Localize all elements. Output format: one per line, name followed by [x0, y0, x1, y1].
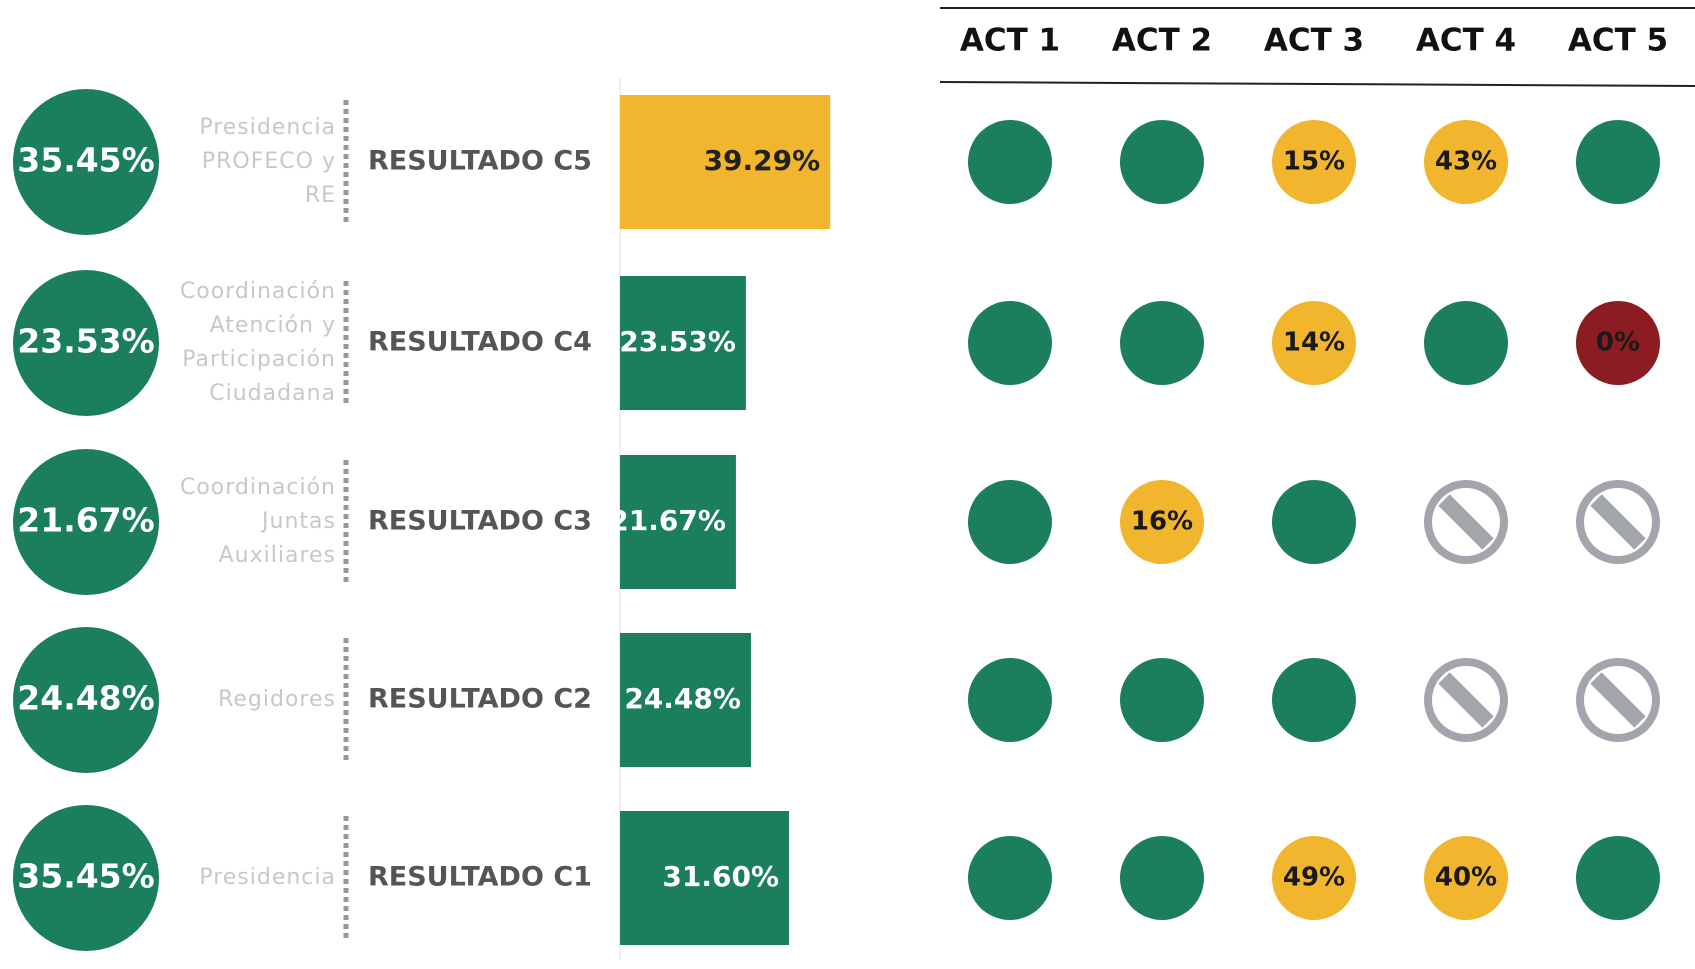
- act-label: 14%: [1283, 328, 1345, 358]
- result-name: RESULTADO C1: [368, 862, 592, 893]
- act-header: ACT 4: [1416, 23, 1516, 59]
- header-rule: [939, 81, 1695, 87]
- act-label: 16%: [1131, 507, 1193, 537]
- bar-label: 31.60%: [662, 860, 779, 893]
- act-label: 43%: [1435, 147, 1497, 177]
- act-status: [1424, 301, 1508, 385]
- area-name: Presidencia: [199, 865, 336, 890]
- total-circle: [13, 805, 159, 951]
- result-bar: [620, 95, 831, 229]
- act-status: [1120, 301, 1204, 385]
- total-value: 21.67%: [17, 501, 154, 540]
- bar-label: 23.53%: [619, 325, 736, 358]
- area-name: Regidores: [218, 687, 336, 712]
- prohibited-bar: [1438, 672, 1494, 728]
- act-label: 0%: [1596, 328, 1640, 358]
- prohibited-bar: [1590, 494, 1646, 550]
- act-label: 49%: [1283, 863, 1345, 893]
- total-value: 35.45%: [17, 141, 154, 180]
- act-header: ACT 3: [1264, 23, 1364, 59]
- act-header: ACT 5: [1568, 23, 1668, 59]
- prohibited-bar: [1438, 494, 1494, 550]
- total-value: 23.53%: [17, 322, 154, 361]
- area-name: PROFECO y: [202, 149, 336, 174]
- area-name: Atención y: [210, 313, 336, 338]
- act-status: [968, 480, 1052, 564]
- total-circle: [13, 270, 159, 416]
- act-status: [1424, 836, 1508, 920]
- result-bar: [620, 811, 790, 945]
- act-status: [1120, 836, 1204, 920]
- area-name: Coordinación: [180, 279, 336, 304]
- total-circle: [13, 89, 159, 235]
- bar-label: 24.48%: [624, 682, 741, 715]
- act-status: [968, 658, 1052, 742]
- bar-label: 39.29%: [704, 144, 821, 177]
- act-status: [1272, 480, 1356, 564]
- act-status: [968, 120, 1052, 204]
- act-status: [1424, 120, 1508, 204]
- result-name: RESULTADO C2: [368, 684, 592, 715]
- act-status: [1120, 120, 1204, 204]
- total-value: 24.48%: [17, 679, 154, 718]
- area-name: Presidencia: [199, 115, 336, 140]
- act-label: 40%: [1435, 863, 1497, 893]
- area-name: RE: [305, 183, 336, 208]
- act-status: [1272, 658, 1356, 742]
- result-name: RESULTADO C5: [368, 146, 592, 177]
- area-name: Participación: [182, 347, 336, 372]
- act-status: [1272, 120, 1356, 204]
- total-circle: [13, 627, 159, 773]
- result-name: RESULTADO C3: [368, 506, 592, 537]
- result-name: RESULTADO C4: [368, 327, 592, 358]
- area-name: Coordinación: [180, 475, 336, 500]
- result-bar: [620, 276, 746, 410]
- area-name: Ciudadana: [209, 381, 336, 406]
- act-status: [1272, 301, 1356, 385]
- act-status: [968, 836, 1052, 920]
- act-header: ACT 1: [960, 23, 1060, 59]
- act-header: ACT 2: [1112, 23, 1212, 59]
- prohibited-bar: [1590, 672, 1646, 728]
- act-status: [1576, 120, 1660, 204]
- result-bar: [620, 455, 736, 589]
- act-status: [1576, 301, 1660, 385]
- total-circle: [13, 449, 159, 595]
- act-status: [968, 301, 1052, 385]
- act-status: [1272, 836, 1356, 920]
- bar-label: 21.67%: [609, 504, 726, 537]
- act-label: 15%: [1283, 147, 1345, 177]
- act-status: [1120, 658, 1204, 742]
- act-status: [1120, 480, 1204, 564]
- area-name: Juntas: [260, 509, 336, 534]
- total-value: 35.45%: [17, 857, 154, 896]
- result-bar: [620, 633, 751, 767]
- act-status: [1576, 836, 1660, 920]
- area-name: Auxiliares: [219, 543, 336, 568]
